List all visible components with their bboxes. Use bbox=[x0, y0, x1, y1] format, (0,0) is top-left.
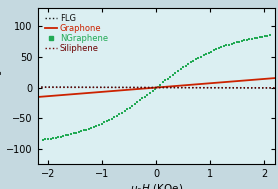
Point bbox=[140, 97, 145, 100]
Point bbox=[166, 77, 170, 80]
Point bbox=[242, 39, 247, 42]
Point bbox=[214, 48, 219, 51]
Point bbox=[138, 99, 142, 102]
Point bbox=[59, 135, 63, 138]
Point bbox=[268, 34, 272, 37]
Point bbox=[260, 35, 264, 38]
Point bbox=[135, 101, 140, 104]
Point bbox=[110, 117, 114, 120]
Point bbox=[143, 95, 147, 98]
Point bbox=[160, 81, 165, 84]
Point bbox=[150, 89, 155, 92]
Point bbox=[168, 75, 173, 78]
X-axis label: $\mu_0H$ (KOe): $\mu_0H$ (KOe) bbox=[130, 182, 183, 189]
Point bbox=[148, 91, 152, 94]
Point bbox=[61, 134, 66, 137]
Point bbox=[86, 127, 91, 130]
Point bbox=[125, 108, 129, 111]
Point bbox=[97, 123, 101, 126]
Point bbox=[183, 64, 188, 67]
Point bbox=[76, 130, 81, 133]
Point bbox=[262, 35, 267, 38]
Point bbox=[127, 106, 132, 109]
Point bbox=[41, 138, 45, 141]
Point bbox=[92, 125, 96, 128]
Point bbox=[56, 136, 60, 139]
Point bbox=[105, 120, 109, 123]
Point bbox=[257, 36, 262, 39]
Point bbox=[224, 44, 229, 47]
Point bbox=[252, 36, 257, 40]
Point bbox=[99, 122, 104, 125]
Point bbox=[219, 46, 224, 49]
Point bbox=[64, 134, 68, 137]
Point bbox=[232, 42, 236, 45]
Point bbox=[199, 55, 203, 58]
Point bbox=[234, 41, 239, 44]
Point bbox=[51, 136, 55, 139]
Point bbox=[191, 59, 195, 62]
Point bbox=[206, 51, 211, 54]
Point bbox=[188, 61, 193, 64]
Point bbox=[107, 118, 111, 121]
Point bbox=[229, 42, 234, 45]
Point bbox=[84, 128, 88, 131]
Point bbox=[112, 116, 116, 119]
Point bbox=[66, 133, 71, 136]
Point bbox=[222, 45, 226, 48]
Point bbox=[186, 63, 190, 66]
Point bbox=[120, 111, 124, 114]
Legend: FLG, Graphone, NGraphene, Siliphene: FLG, Graphone, NGraphene, Siliphene bbox=[44, 13, 109, 53]
Point bbox=[247, 38, 252, 41]
Point bbox=[240, 40, 244, 43]
Point bbox=[173, 71, 178, 74]
Point bbox=[102, 121, 106, 124]
Point bbox=[69, 133, 73, 136]
Point bbox=[181, 66, 185, 69]
Point bbox=[117, 113, 122, 116]
Point bbox=[212, 49, 216, 52]
Y-axis label: Moment (emu/g) x 10$^{-4}$: Moment (emu/g) x 10$^{-4}$ bbox=[0, 35, 5, 137]
Point bbox=[201, 54, 206, 57]
Point bbox=[48, 137, 53, 140]
Point bbox=[178, 68, 183, 71]
Point bbox=[227, 43, 231, 46]
Point bbox=[194, 58, 198, 61]
Point bbox=[250, 37, 254, 40]
Point bbox=[89, 126, 94, 129]
Point bbox=[171, 73, 175, 76]
Point bbox=[204, 52, 208, 55]
Point bbox=[46, 137, 50, 140]
Point bbox=[158, 83, 162, 86]
Point bbox=[155, 85, 160, 88]
Point bbox=[217, 47, 221, 50]
Point bbox=[74, 131, 78, 134]
Point bbox=[94, 124, 99, 127]
Point bbox=[255, 36, 259, 39]
Point bbox=[209, 50, 214, 53]
Point bbox=[79, 130, 83, 133]
Point bbox=[163, 79, 168, 82]
Point bbox=[153, 87, 157, 90]
Point bbox=[81, 129, 86, 132]
Point bbox=[176, 69, 180, 72]
Point bbox=[245, 38, 249, 41]
Point bbox=[133, 103, 137, 106]
Point bbox=[71, 132, 76, 135]
Point bbox=[196, 56, 201, 59]
Point bbox=[265, 34, 269, 37]
Point bbox=[130, 105, 134, 108]
Point bbox=[122, 110, 127, 113]
Point bbox=[115, 114, 119, 117]
Point bbox=[43, 138, 48, 141]
Point bbox=[145, 93, 150, 96]
Point bbox=[53, 136, 58, 139]
Point bbox=[237, 40, 242, 43]
